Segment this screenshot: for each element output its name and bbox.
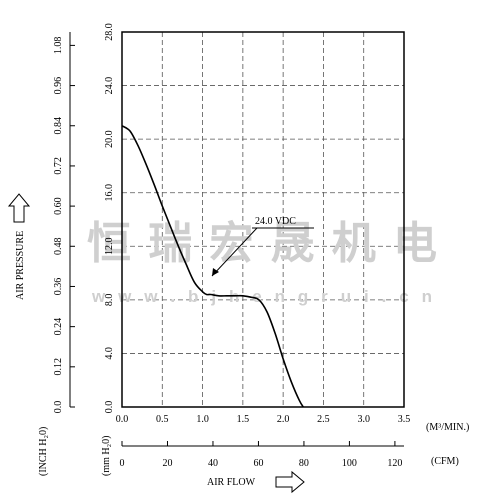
cfm-tick-label: 0 [120,458,125,469]
y-unit-mm: (mm H₂0) [101,436,112,476]
arrow-up-icon [7,193,31,223]
y-tick-label-mm: 16.0 [104,184,115,202]
y-tick-label-inch: 0.0 [53,401,64,414]
x-tick-label: 2.0 [277,414,290,425]
y-ticks-mm: 0.0 4.0 8.0 12.0 16.0 20.0 24.0 28.0 [104,23,115,413]
y-tick-label-inch: 0.48 [53,238,64,256]
y-tick-label-mm: 12.0 [104,238,115,256]
y-tick-label-inch: 0.96 [53,77,64,95]
y-tick-label-inch: 0.72 [53,157,64,175]
x-tick-label: 1.0 [196,414,209,425]
cfm-tick-label: 100 [342,458,357,469]
watermark: 恒瑞宏晟机电 w w w . b j h e n g r u i . c n [87,219,437,306]
x-unit-cfm: (CFM) [431,456,459,467]
x-ticks-m3: 0.0 0.5 1.0 1.5 2.0 2.5 3.0 3.5 [116,414,411,425]
y-tick-label-inch: 0.84 [53,117,64,135]
x-tick-label: 3.0 [357,414,370,425]
grid [122,32,404,407]
x-unit-m3: (M³/MIN.) [426,422,469,433]
annotation-leader [211,227,258,277]
y-tick-label-mm: 4.0 [104,347,115,360]
y-unit-inch: (INCH H₂0) [38,427,49,476]
x-tick-label: 3.5 [398,414,411,425]
annotation-label: 24.0 VDC [255,216,296,227]
y-axis-title: AIR PRESSURE [15,231,26,300]
cfm-tick-label: 20 [162,458,172,469]
arrow-right-icon [275,470,305,494]
y-tick-label-mm: 8.0 [104,294,115,307]
annotation-arrowhead [212,268,219,276]
y-tick-label-inch: 0.36 [53,278,64,296]
y-tick-label-mm: 20.0 [104,130,115,148]
series-line-24vdc [121,125,304,408]
y-tick-label-inch: 1.08 [53,37,64,55]
y-tick-label-inch: 0.60 [53,197,64,215]
cfm-tick-label: 40 [208,458,218,469]
cfm-tick-label: 80 [299,458,309,469]
cfm-tick-label: 120 [387,458,402,469]
y-tick-label-inch: 0.12 [53,358,64,376]
y-tick-label-inch: 0.24 [53,318,64,336]
x-tick-label: 2.5 [317,414,330,425]
x-axis-title: AIR FLOW [207,477,256,488]
x-tick-label: 1.5 [237,414,250,425]
plot-frame [121,31,405,408]
y-ticks-inch: 0.0 0.12 0.24 0.36 0.48 0.60 0.72 0.84 0.96 1.08 [53,37,75,414]
annotation: 24.0 VDC [211,216,314,277]
x-axis-cfm: 0 20 40 60 80 100 120 [120,441,404,469]
x-tick-label: 0.5 [156,414,169,425]
y-tick-label-mm: 0.0 [104,401,115,414]
y-tick-label-mm: 24.0 [104,77,115,95]
x-tick-label: 0.0 [116,414,129,425]
y-tick-label-mm: 28.0 [104,23,115,41]
cfm-tick-label: 60 [253,458,263,469]
